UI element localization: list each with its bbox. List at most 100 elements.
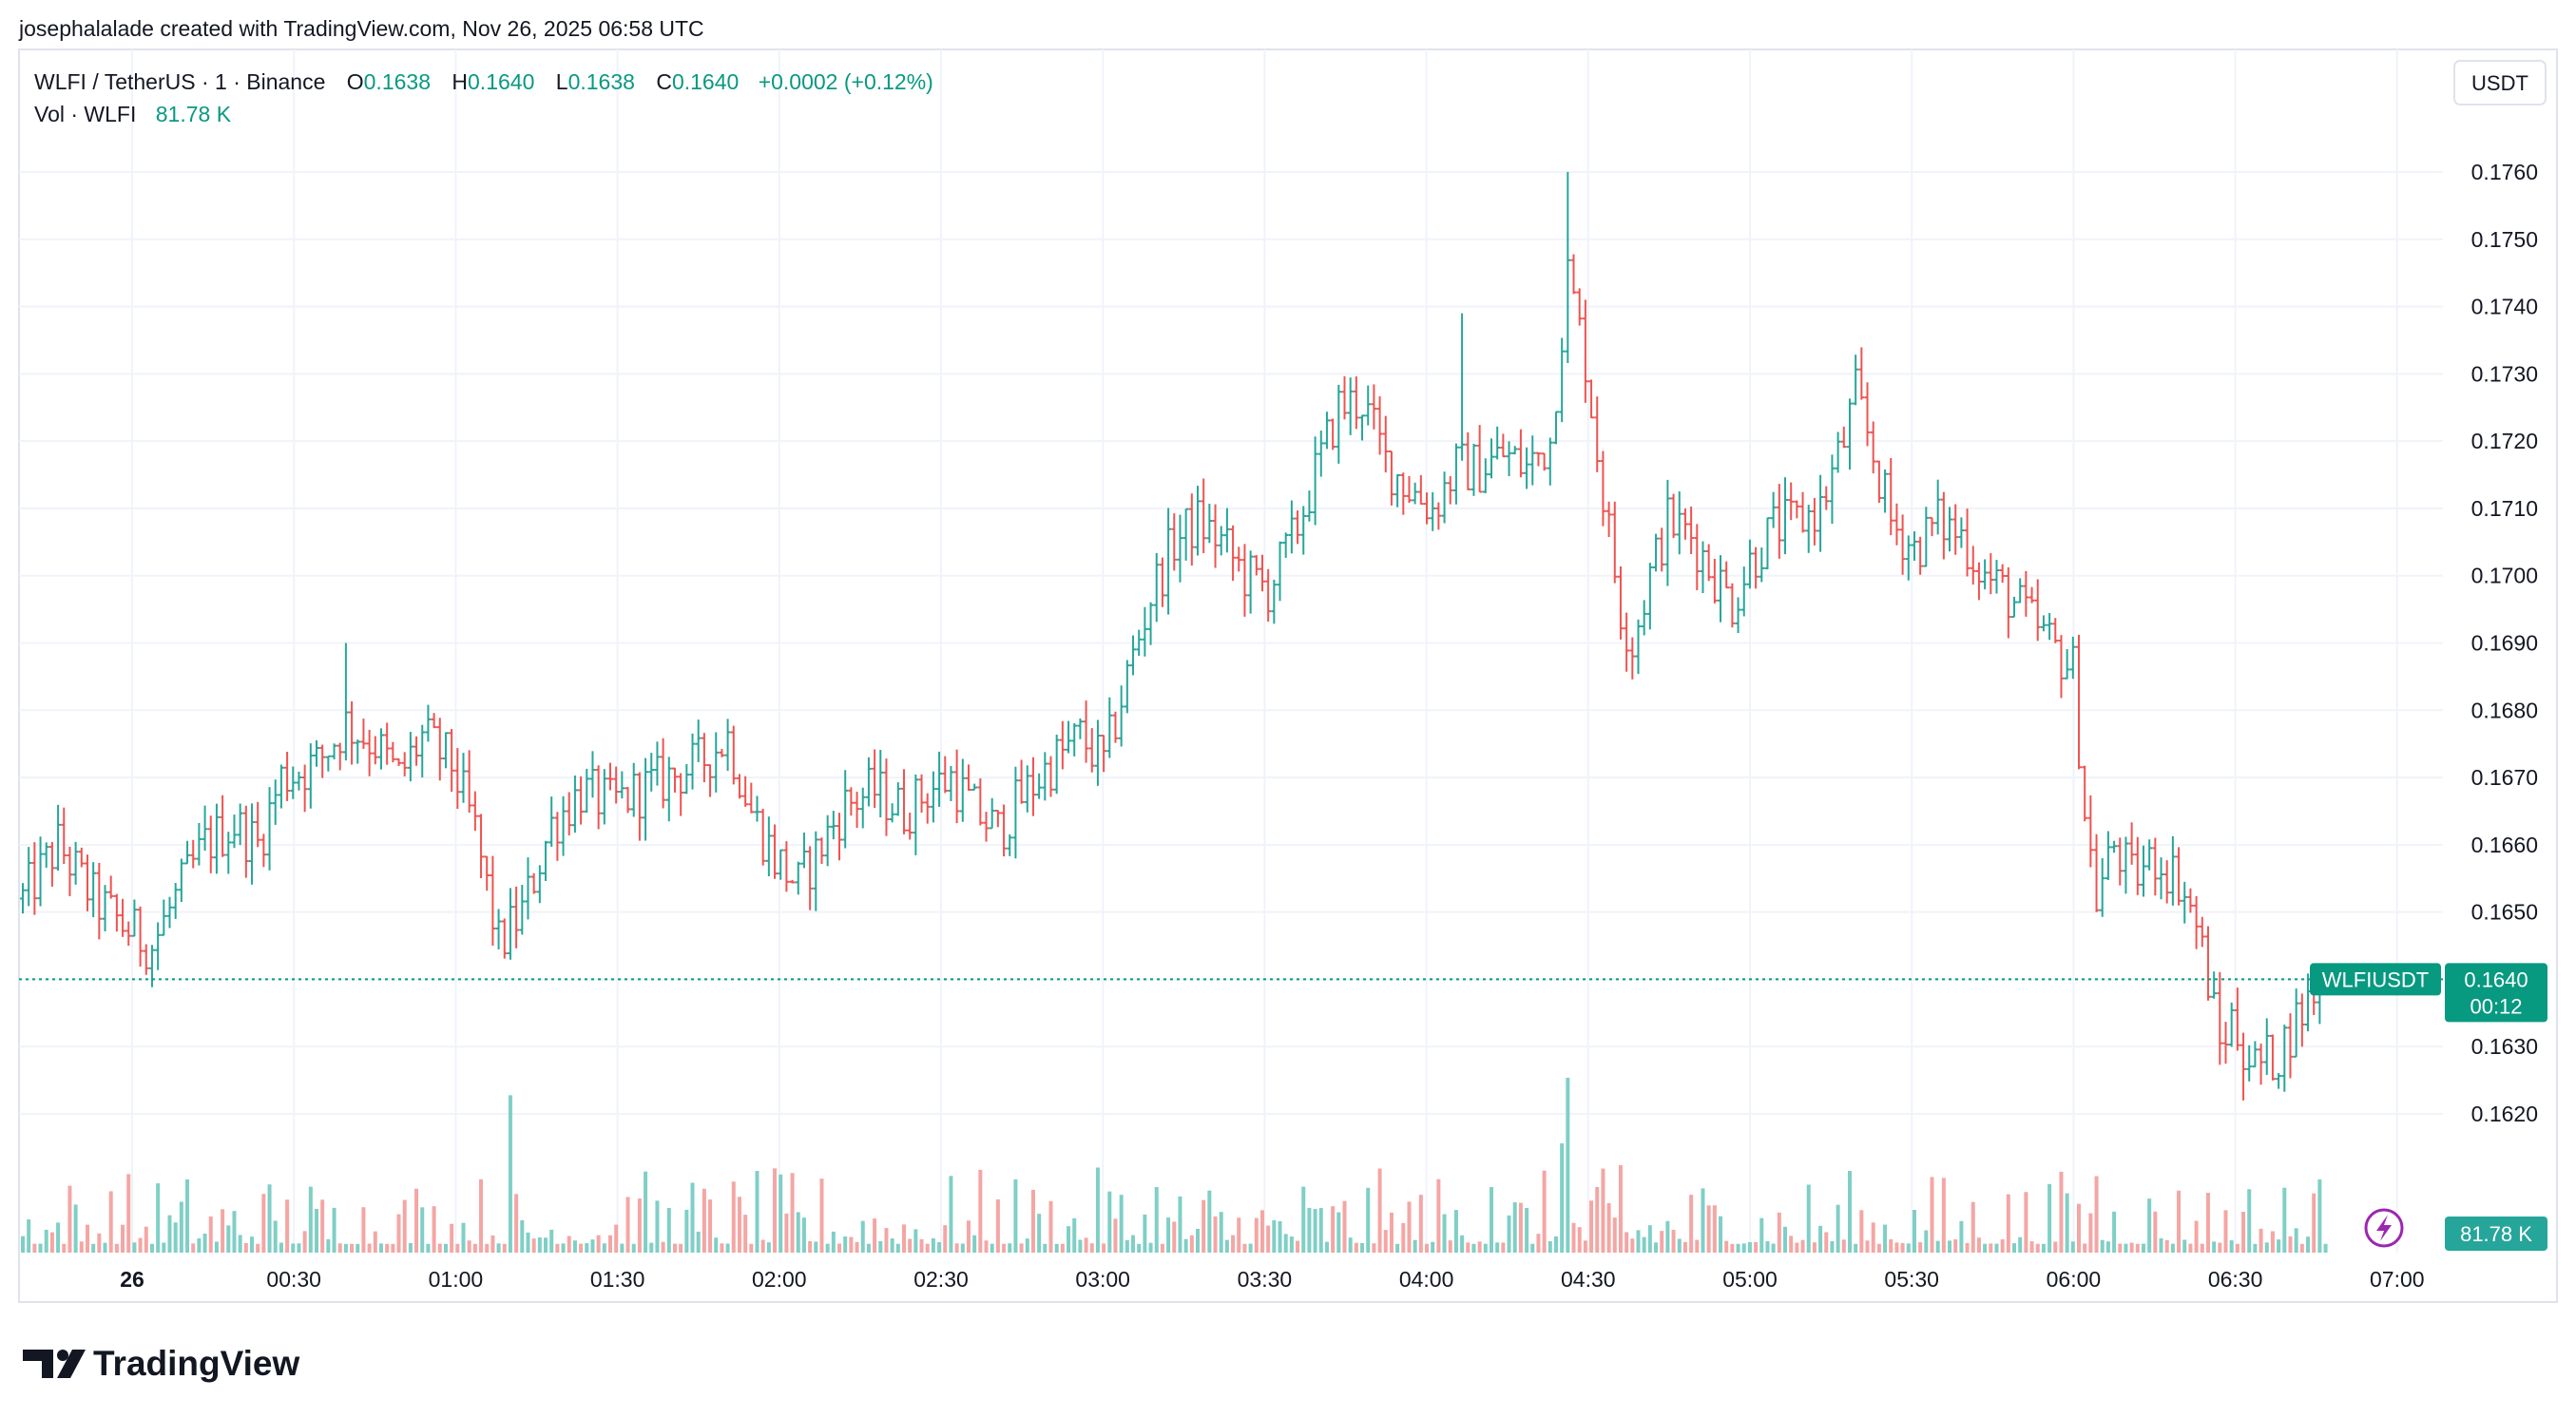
ohlc-bar: [1952, 504, 1959, 555]
ohlc-bar: [989, 797, 995, 830]
volume-bar: [766, 1242, 771, 1253]
currency-button[interactable]: USDT: [2453, 60, 2547, 105]
volume-bar: [1495, 1242, 1500, 1253]
ohlc-bar: [484, 855, 490, 891]
volume-bar: [1518, 1202, 1523, 1253]
volume-bar: [1583, 1240, 1587, 1253]
ohlc-bar: [1770, 491, 1777, 528]
ohlc-bar: [301, 764, 308, 813]
volume-bar: [1983, 1243, 1988, 1253]
ohlc-bar: [759, 808, 766, 866]
ohlc-bar: [1524, 447, 1530, 489]
ohlc-bar: [1029, 757, 1036, 816]
ohlc-bar: [1823, 486, 1830, 510]
volume-bar: [755, 1171, 759, 1253]
volume-bar: [1719, 1216, 1723, 1253]
volume-bar: [114, 1243, 119, 1253]
ohlc-bar: [1412, 482, 1418, 505]
volume-bar: [1196, 1228, 1200, 1253]
volume-bar: [696, 1231, 701, 1253]
ohlc-bar: [1177, 514, 1183, 583]
y-tick-label: 0.1620: [2471, 1102, 2538, 1126]
volume-bar: [256, 1243, 260, 1253]
ohlc-bar: [1171, 513, 1178, 571]
ohlc-bar: [2199, 916, 2205, 948]
ohlc-bar: [96, 862, 103, 940]
volume-bar: [1660, 1231, 1664, 1253]
volume-bar: [432, 1206, 436, 1253]
ohlc-bar: [1036, 773, 1043, 799]
volume-bar: [1906, 1243, 1911, 1253]
time-axis[interactable]: 26 00:30 01:00 01:30 02:00 02:30 03:00 03:30 04:…: [120, 1267, 2424, 1292]
ohlc-bar: [1940, 491, 1947, 560]
ohlc-bar: [1382, 415, 1389, 473]
chart-frame: [18, 48, 2558, 1303]
ohlc-bar: [2058, 635, 2065, 699]
lightning-icon[interactable]: [2364, 1208, 2404, 1248]
volume-bar: [1548, 1240, 1552, 1253]
ohlc-bar: [207, 815, 214, 873]
volume-bar: [1706, 1205, 1711, 1253]
volume-bar: [637, 1198, 642, 1253]
ohlc-bar: [1923, 507, 1930, 567]
volume-bar: [191, 1243, 196, 1253]
price-axis[interactable]: 0.1760 0.1750 0.1740 0.1730 0.1720 0.1710 0.17…: [2471, 160, 2538, 1126]
ohlc-bar: [578, 776, 585, 825]
volume-bar: [250, 1236, 255, 1253]
ohlc-bar: [894, 782, 901, 816]
volume-bar: [1777, 1212, 1781, 1253]
volume-bar: [179, 1201, 183, 1253]
volume-bar: [1372, 1243, 1376, 1253]
ohlc-bar: [1588, 379, 1595, 419]
last-price-label: 0.1640 00:12: [2445, 963, 2547, 1023]
ohlc-bar: [607, 762, 613, 791]
volume-bar: [1183, 1238, 1188, 1253]
attribution-text: josephalalade created with TradingView.c…: [18, 16, 704, 41]
ohlc-bar: [778, 849, 784, 880]
ohlc-bar: [1406, 475, 1413, 504]
ohlc-bar: [349, 700, 356, 765]
volume-bar: [361, 1207, 366, 1253]
volume-bar: [1959, 1220, 1964, 1253]
ohlc-bar: [1840, 426, 1847, 449]
ohlc-bar: [1929, 516, 1935, 537]
ohlc-bar: [1688, 507, 1695, 555]
ohlc-bar: [1059, 720, 1066, 770]
volume-bar: [2170, 1243, 2175, 1253]
volume-bar: [273, 1220, 278, 1253]
volume-bar: [103, 1242, 107, 1253]
volume-bar: [790, 1173, 795, 1253]
x-tick-label: 07:00: [2370, 1267, 2425, 1292]
volume-bar: [943, 1225, 948, 1253]
volume-bar: [297, 1243, 301, 1253]
ohlc-bar: [1664, 479, 1671, 586]
ohlc-bar: [983, 812, 990, 842]
ohlc-bar: [1253, 555, 1259, 576]
ohlc-bar: [619, 771, 625, 799]
volume-bar: [2053, 1241, 2058, 1253]
volume-bar: [1259, 1210, 1264, 1253]
ohlc-bar: [913, 775, 919, 855]
ohlc-bar: [977, 777, 984, 826]
ohlc-bar: [1353, 376, 1359, 430]
ohlc-bar: [184, 840, 191, 865]
volume-bar: [702, 1188, 706, 1253]
volume-bar: [1953, 1238, 1958, 1253]
ohlc-bar: [1817, 474, 1824, 552]
ohlc-bar: [2169, 835, 2176, 906]
ohlc-bars: [20, 172, 2329, 1101]
ohlc-bar: [2234, 987, 2240, 1051]
ohlc-bar: [889, 803, 895, 823]
ohlc-bar: [48, 841, 55, 887]
volume-bar: [2212, 1241, 2217, 1253]
ohlc-bar: [37, 836, 44, 907]
volume-bar: [1924, 1230, 1929, 1253]
tradingview-logo[interactable]: TradingView: [23, 1344, 299, 1383]
volume-bar: [85, 1224, 89, 1253]
volume-bar: [1671, 1230, 1676, 1253]
volume-bar: [467, 1240, 471, 1253]
volume-bar: [243, 1242, 248, 1253]
ohlc-bar: [255, 801, 261, 848]
ohlc-bar: [1218, 526, 1224, 556]
